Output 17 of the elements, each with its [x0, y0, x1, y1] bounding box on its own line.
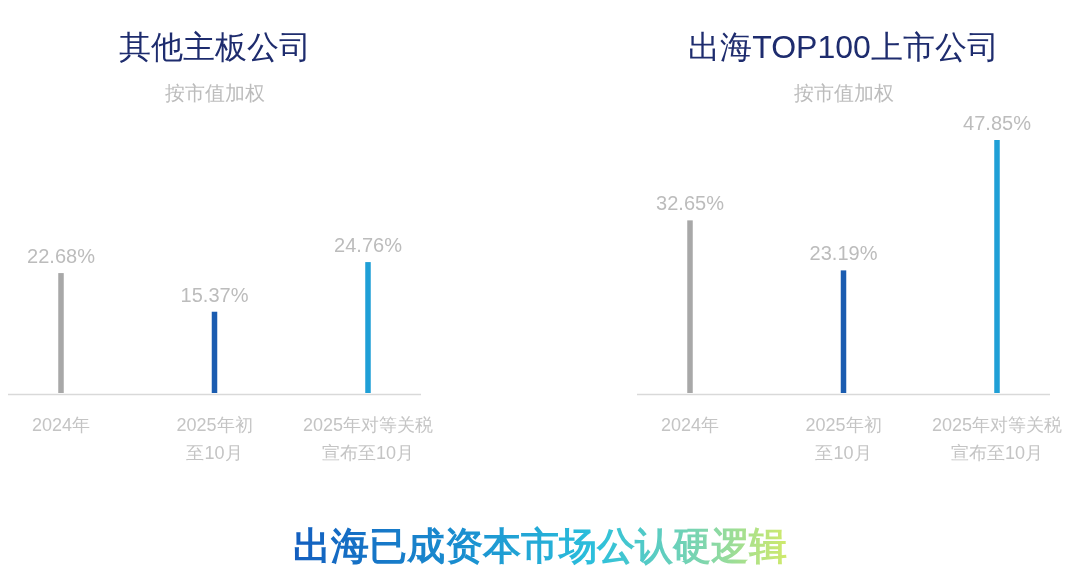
chart-title: 出海TOP100上市公司	[688, 29, 999, 65]
data-label: 47.85%	[963, 112, 1032, 134]
x-tick-label: 2024年	[31, 415, 91, 435]
chart-subtitle: 按市值加权	[164, 82, 265, 104]
data-label: 15.37%	[180, 283, 249, 306]
x-tick-label: 2025年对等关税宣布至10月	[302, 415, 434, 463]
chart-subtitle: 按市值加权	[793, 82, 894, 104]
data-label: 24.76%	[334, 234, 403, 257]
chart-title: 其他主板公司	[118, 29, 311, 65]
data-label: 23.19%	[809, 242, 878, 265]
x-tick-label: 2025年初至10月	[176, 415, 253, 463]
x-tick-label: 2024年	[660, 415, 720, 435]
x-tick-label: 2025年对等关税宣布至10月	[931, 415, 1063, 463]
data-label: 32.65%	[656, 192, 725, 215]
x-tick-label: 2025年初至10月	[805, 415, 882, 463]
data-label: 22.68%	[27, 245, 96, 268]
text: 出海已成资本市场公认硬逻辑	[293, 525, 787, 567]
